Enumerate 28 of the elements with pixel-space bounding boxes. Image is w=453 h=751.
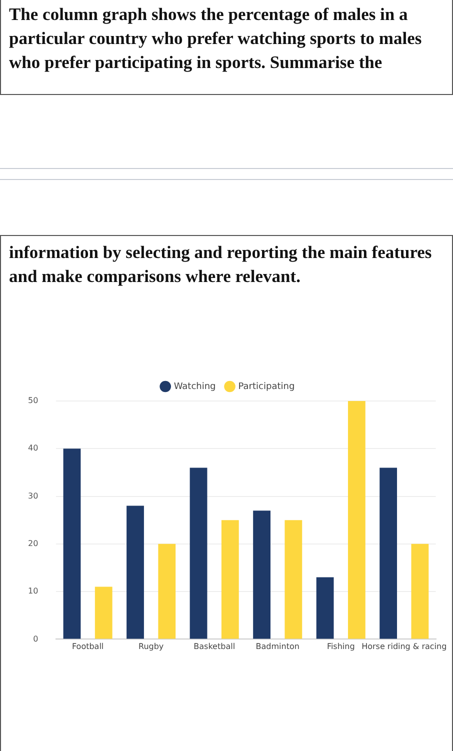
bar [221,520,239,639]
x-tick-label: Horse riding & racing [362,642,447,652]
bar [126,506,144,639]
y-tick-label: 40 [28,444,38,453]
y-tick-label: 20 [28,539,38,548]
bar [411,544,429,639]
bar [253,510,270,639]
bar [284,520,302,639]
bar [63,448,81,639]
bar [190,468,208,639]
bar [380,468,398,639]
y-tick-label: 30 [28,491,38,500]
x-tick-label: Badminton [256,642,300,652]
bar [348,401,366,639]
legend-label: Participating [238,382,295,392]
chart-title: The column graph shows the percentage of males in a particular country who prefer watching sports to males who prefer participating in sports. Summarise the [0,0,453,95]
bar [316,577,334,639]
x-tick-label: Fishing [326,642,355,652]
bar [158,544,176,639]
legend-label: Watching [174,382,216,392]
bar [94,586,112,639]
y-tick-label: 0 [33,634,38,644]
y-tick-label: 50 [28,396,38,406]
x-tick-label: Basketball [194,642,236,652]
x-tick-label: Rugby [138,642,164,652]
y-tick-label: 10 [28,586,38,596]
x-tick-label: Football [72,642,104,652]
chart-subtitle: information by selecting and reporting the main features and make comparisons where relevant. [9,242,432,286]
